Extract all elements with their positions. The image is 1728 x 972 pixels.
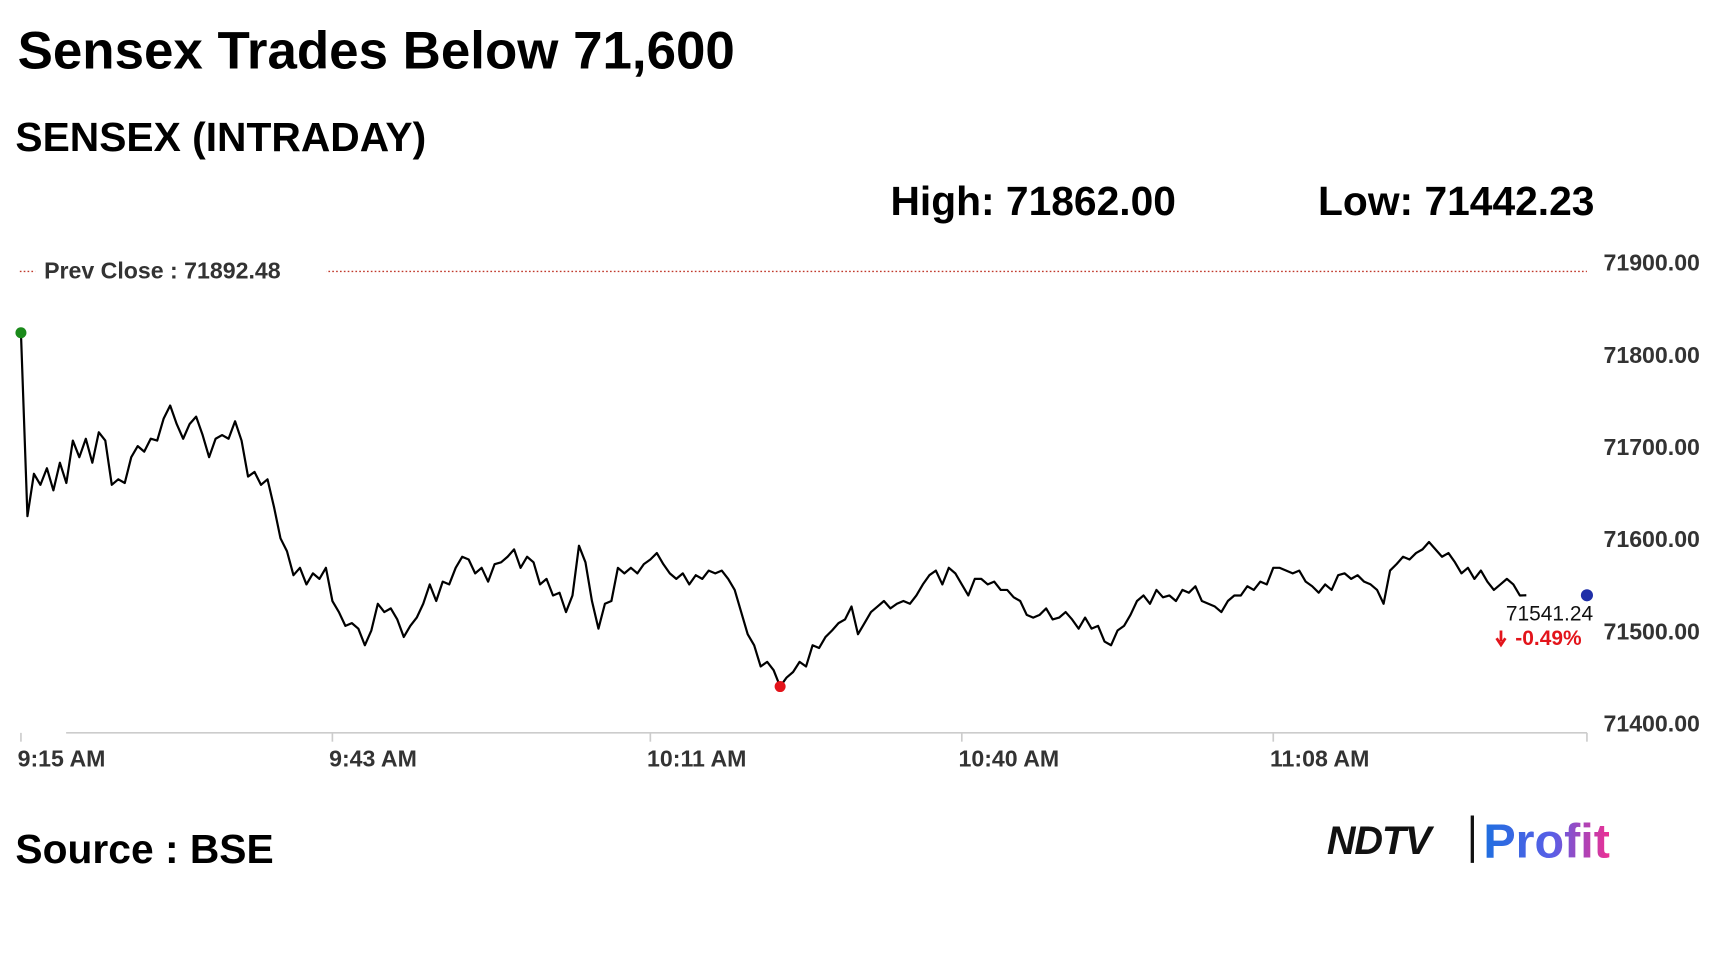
x-tick-label: 10:11 AM — [647, 746, 746, 772]
chart-title: SENSEX (INTRADAY) — [15, 114, 426, 160]
change-label: -0.49% — [1515, 627, 1582, 650]
x-tick-label: 10:40 AM — [959, 746, 1060, 772]
start-marker — [15, 327, 27, 339]
low-label: Low: 71442.23 — [1318, 178, 1594, 224]
y-tick-label: 71700.00 — [1603, 434, 1699, 460]
prev-close-label: Prev Close : 71892.48 — [44, 258, 281, 284]
source: Source : BSE — [15, 826, 273, 872]
y-tick-label: 71800.00 — [1603, 342, 1699, 368]
logo-brand: NDTV — [1327, 819, 1435, 863]
y-tick-label: 71400.00 — [1603, 711, 1699, 737]
logo: NDTV Profit — [1327, 814, 1610, 868]
y-tick-label: 71900.00 — [1603, 250, 1699, 276]
price-line — [19, 332, 1527, 688]
logo-product: Profit — [1483, 814, 1610, 868]
x-tick-label: 9:43 AM — [329, 746, 417, 772]
y-tick-label: 71500.00 — [1603, 618, 1699, 644]
x-tick-label: 11:08 AM — [1270, 746, 1369, 772]
last-marker — [1580, 589, 1593, 602]
y-tick-label: 71600.00 — [1603, 526, 1699, 552]
high-label: High: 71862.00 — [890, 178, 1176, 224]
x-tick-label: 9:15 AM — [18, 746, 106, 772]
change-arrow — [1495, 630, 1507, 648]
last-value-label: 71541.24 — [1506, 603, 1594, 626]
prev-close-bg — [35, 255, 327, 287]
page-title: Sensex Trades Below 71,600 — [18, 21, 735, 80]
low-marker — [774, 681, 786, 693]
